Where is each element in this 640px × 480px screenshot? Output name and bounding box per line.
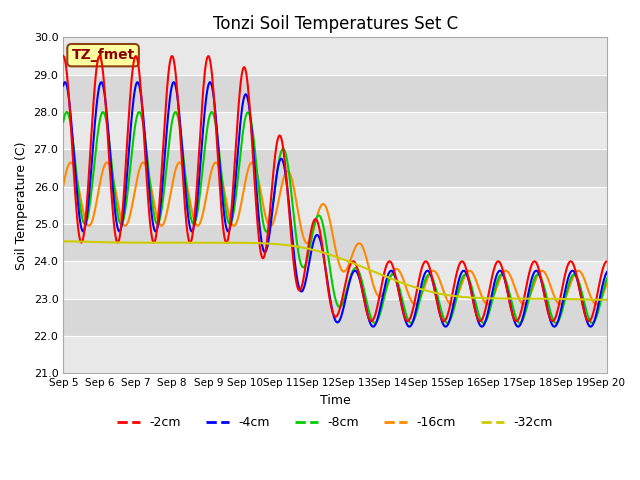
Bar [63,299,607,336]
Text: TZ_fmet: TZ_fmet [72,48,134,62]
Bar [63,261,607,299]
Bar [63,224,607,261]
Bar [63,37,607,75]
X-axis label: Time: Time [320,394,351,407]
Bar [63,149,607,187]
Bar [63,336,607,373]
Y-axis label: Soil Temperature (C): Soil Temperature (C) [15,141,28,270]
Title: Tonzi Soil Temperatures Set C: Tonzi Soil Temperatures Set C [212,15,458,33]
Bar [63,112,607,149]
Bar [63,75,607,112]
Bar [63,187,607,224]
Legend: -2cm, -4cm, -8cm, -16cm, -32cm: -2cm, -4cm, -8cm, -16cm, -32cm [112,411,558,434]
